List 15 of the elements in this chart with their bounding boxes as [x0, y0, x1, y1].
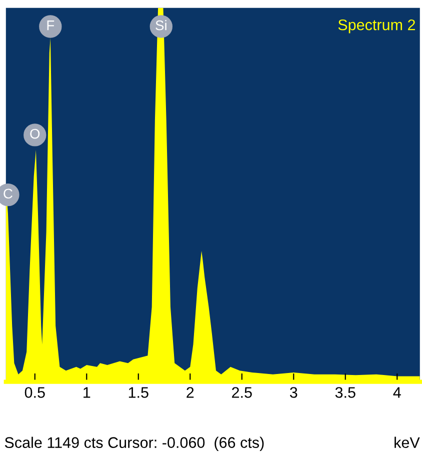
x-axis-title: keV — [394, 436, 420, 448]
annotation: O — [30, 128, 40, 139]
x-tick-label: 3 — [290, 387, 298, 398]
annotation: C — [4, 188, 12, 199]
annotation: Si — [156, 20, 166, 30]
x-tick-label: 1.5 — [128, 387, 148, 398]
text: Scale 1149 cts Cursor: -0.060 (66 cts) — [4, 436, 264, 452]
x-tick-label: 0.5 — [24, 387, 45, 398]
x-tick-label: 4 — [393, 387, 401, 398]
x-tick-label: 2.5 — [232, 387, 252, 398]
annotation: F — [47, 20, 54, 30]
x-tick-label: 2 — [186, 387, 194, 398]
x-tick-label: 1 — [84, 387, 90, 398]
text: Spectrum 2 — [338, 19, 415, 34]
x-tick-label: 3.5 — [335, 387, 356, 398]
